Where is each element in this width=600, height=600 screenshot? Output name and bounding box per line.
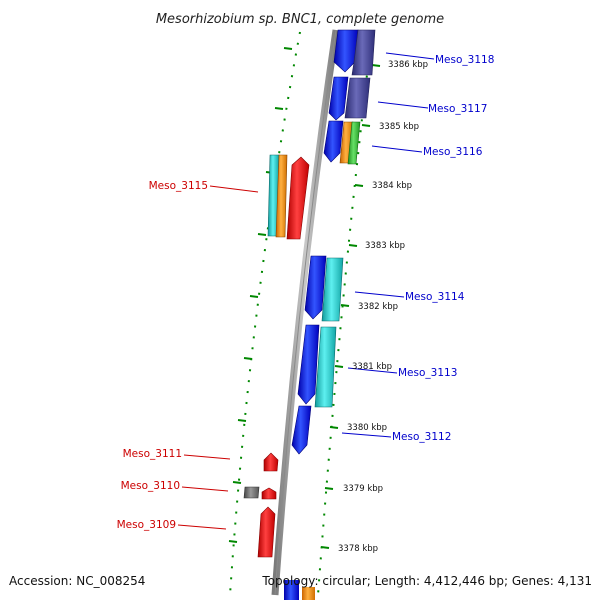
gene-label-meso-3111[interactable]: Meso_3111: [123, 448, 182, 460]
gene-meso-3110-gray[interactable]: [243, 486, 260, 499]
kbp-label: 3378 kbp: [338, 544, 378, 554]
inner-arc-ticks: [320, 64, 381, 549]
gene-partial-blue[interactable]: [284, 580, 299, 600]
gene-meso-3116-green[interactable]: [347, 121, 361, 165]
gene-meso-3112[interactable]: [291, 405, 312, 455]
gene-label-meso-3116[interactable]: Meso_3116: [423, 146, 483, 158]
gene-meso-3110[interactable]: [261, 487, 277, 500]
gene-meso-3118-homolog[interactable]: [351, 29, 376, 76]
gene-label-meso-3118[interactable]: Meso_3118: [435, 54, 494, 66]
gene-meso-3115-orange[interactable]: [275, 154, 288, 238]
gene-label-meso-3110[interactable]: Meso_3110: [121, 480, 180, 492]
gene-meso-3114[interactable]: [304, 255, 327, 320]
kbp-label: 3385 kbp: [379, 122, 419, 132]
gene-meso-3113-cyan[interactable]: [314, 326, 337, 408]
gene-features: [243, 29, 376, 600]
gene-labels: Meso_3118 Meso_3117 Meso_3116 Meso_3115 …: [117, 54, 495, 531]
label-leaders: [177, 52, 435, 530]
topology-text: Topology: circular; Length: 4,412,446 bp…: [261, 574, 592, 588]
kbp-label: 3383 kbp: [365, 241, 405, 251]
gene-meso-3117-homolog[interactable]: [344, 77, 371, 119]
gene-label-meso-3117[interactable]: Meso_3117: [428, 103, 487, 115]
gene-meso-3117[interactable]: [328, 76, 349, 121]
kbp-tick-labels: 3386 kbp 3385 kbp 3384 kbp 3383 kbp 3382…: [338, 60, 428, 554]
gene-label-meso-3115[interactable]: Meso_3115: [149, 180, 208, 192]
kbp-label: 3379 kbp: [343, 484, 383, 494]
gene-meso-3111[interactable]: [263, 452, 279, 472]
kbp-label: 3380 kbp: [347, 423, 387, 433]
gene-meso-3115-red[interactable]: [286, 156, 310, 240]
kbp-label: 3382 kbp: [358, 302, 398, 312]
backbone-track: [271, 29, 340, 596]
map-title: Mesorhizobium sp. BNC1, complete genome: [156, 12, 444, 27]
gene-label-meso-3112[interactable]: Meso_3112: [392, 431, 451, 443]
kbp-label: 3384 kbp: [372, 181, 412, 191]
gene-meso-3116[interactable]: [323, 120, 344, 163]
inner-dotted-arc: [317, 31, 373, 596]
gene-label-meso-3113[interactable]: Meso_3113: [398, 367, 457, 379]
accession-text: Accession: NC_008254: [9, 574, 145, 588]
gene-meso-3114-cyan[interactable]: [321, 257, 344, 322]
kbp-label: 3386 kbp: [388, 60, 428, 70]
gene-label-meso-3114[interactable]: Meso_3114: [405, 291, 465, 303]
gene-meso-3118[interactable]: [333, 29, 359, 73]
kbp-label: 3381 kbp: [352, 362, 392, 372]
gene-meso-3109[interactable]: [257, 506, 276, 558]
gene-label-meso-3109[interactable]: Meso_3109: [117, 519, 176, 531]
gene-meso-3113[interactable]: [297, 324, 320, 405]
gene-partial-orange[interactable]: [302, 587, 315, 600]
